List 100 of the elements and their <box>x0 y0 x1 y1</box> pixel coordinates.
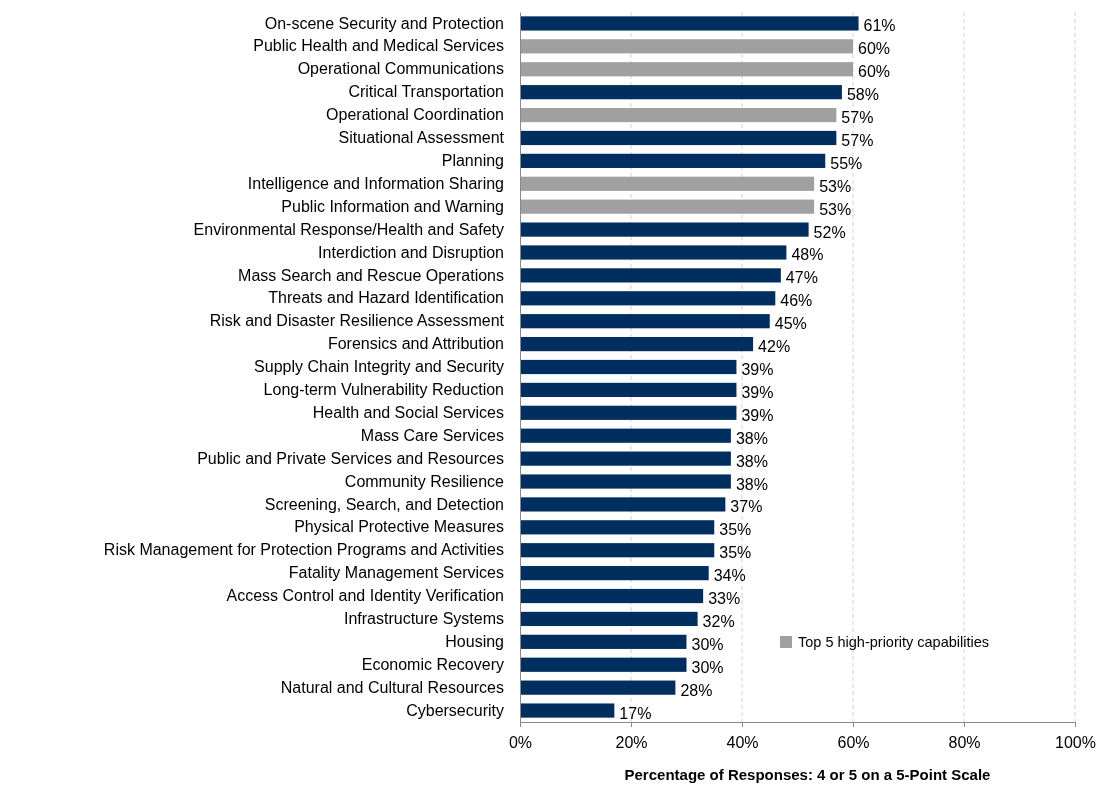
bar <box>520 497 726 512</box>
bar <box>520 130 837 146</box>
bar <box>520 85 842 100</box>
y-tick-label: Forensics and Attribution <box>327 335 504 353</box>
data-label: 52% <box>813 223 846 241</box>
y-tick-label: Mass Care Services <box>360 426 504 444</box>
x-tick-label: 100% <box>1055 733 1096 751</box>
bar <box>520 291 776 306</box>
bar <box>520 428 731 443</box>
x-tick-label: 20% <box>615 733 648 751</box>
y-tick-label: On-scene Security and Protection <box>264 14 504 32</box>
data-label: 53% <box>819 200 852 218</box>
bar <box>520 520 715 535</box>
y-tick-label: Access Control and Identity Verification <box>226 587 504 605</box>
bar <box>520 634 687 649</box>
bar <box>520 703 615 718</box>
data-label: 57% <box>841 131 874 149</box>
y-tick-label: Supply Chain Integrity and Security <box>254 358 504 376</box>
y-tick-label: Threats and Hazard Identification <box>268 289 504 307</box>
data-label: 38% <box>735 429 768 447</box>
bar <box>520 680 676 695</box>
bar <box>520 566 709 581</box>
bar <box>520 39 853 54</box>
y-tick-label: Natural and Cultural Resources <box>280 678 504 696</box>
data-label: 17% <box>619 704 652 722</box>
data-label: 38% <box>735 452 768 470</box>
data-label: 33% <box>708 590 741 608</box>
x-tick-label: 0% <box>508 733 533 751</box>
bar <box>520 268 781 283</box>
bar <box>520 451 731 466</box>
data-label: 32% <box>702 612 735 630</box>
bar <box>520 359 737 375</box>
data-label: 58% <box>846 86 879 104</box>
y-tick-label: Infrastructure Systems <box>343 610 504 628</box>
data-label: 38% <box>735 475 768 493</box>
y-tick-label: Environmental Response/Health and Safety <box>193 220 504 238</box>
y-tick-label: Planning <box>441 151 504 169</box>
y-tick-label: Situational Assessment <box>338 129 505 147</box>
data-label: 61% <box>863 17 896 35</box>
bar <box>520 176 815 191</box>
y-tick-label: Cybersecurity <box>406 701 504 719</box>
y-tick-label: Risk Management for Protection Programs and Activities <box>103 541 504 559</box>
bar <box>520 611 698 627</box>
data-label: 45% <box>774 315 807 333</box>
y-tick-label: Interdiction and Disruption <box>318 243 504 261</box>
y-tick-label: Screening, Search, and Detection <box>264 495 504 513</box>
bar <box>520 588 704 604</box>
y-tick-label: Long-term Vulnerability Reduction <box>263 381 504 399</box>
bar <box>520 62 853 77</box>
data-label: 47% <box>785 269 818 287</box>
data-label: 60% <box>858 40 891 58</box>
bar <box>520 337 754 352</box>
data-label: 39% <box>741 383 774 401</box>
data-label: 28% <box>680 681 713 699</box>
y-tick-label: Public Health and Medical Services <box>253 37 504 55</box>
bar <box>520 657 687 672</box>
y-tick-label: Health and Social Services <box>312 403 504 421</box>
data-label: 39% <box>741 361 774 378</box>
y-tick-label: Mass Search and Rescue Operations <box>238 266 504 284</box>
bar <box>520 405 737 420</box>
data-label: 55% <box>830 154 863 172</box>
x-tick-label: 40% <box>726 733 759 751</box>
bar <box>520 199 815 214</box>
legend-label: Top 5 high-priority capabilities <box>798 634 990 650</box>
x-tick-label: 60% <box>837 733 870 751</box>
x-axis-title: Percentage of Responses: 4 or 5 on a 5-Point Scale <box>624 766 991 783</box>
data-label: 46% <box>780 292 813 310</box>
y-tick-label: Public and Private Services and Resources <box>197 449 504 467</box>
data-label: 48% <box>791 246 824 264</box>
y-tick-label: Physical Protective Measures <box>294 518 504 536</box>
bar <box>520 153 826 168</box>
data-label: 42% <box>758 338 791 356</box>
data-label: 57% <box>841 109 874 127</box>
bar <box>520 474 731 489</box>
y-tick-label: Operational Coordination <box>326 106 504 124</box>
data-label: 34% <box>713 567 746 585</box>
data-label: 35% <box>719 521 752 539</box>
bar <box>520 245 787 260</box>
y-tick-label: Operational Communications <box>297 60 504 78</box>
bar <box>520 16 859 31</box>
y-tick-label: Housing <box>445 632 504 650</box>
data-label: 30% <box>691 658 724 676</box>
y-tick-label: Critical Transportation <box>348 83 504 101</box>
bar <box>520 382 737 397</box>
data-label: 53% <box>819 177 852 195</box>
y-tick-label: Public Information and Warning <box>281 197 504 215</box>
data-label: 37% <box>730 498 763 516</box>
bar <box>520 107 837 123</box>
bar <box>520 222 809 237</box>
bar <box>520 314 770 329</box>
x-tick-label: 80% <box>948 733 981 751</box>
y-tick-label: Risk and Disaster Resilience Assessment <box>209 312 505 330</box>
data-label: 30% <box>691 635 724 653</box>
data-label: 35% <box>719 544 752 562</box>
data-label: 39% <box>741 406 774 424</box>
y-tick-label: Community Resilience <box>344 472 505 490</box>
y-tick-label: Fatality Management Services <box>288 564 504 582</box>
y-tick-label: Economic Recovery <box>361 655 504 673</box>
bar <box>520 543 715 558</box>
y-tick-label: Intelligence and Information Sharing <box>247 174 504 192</box>
